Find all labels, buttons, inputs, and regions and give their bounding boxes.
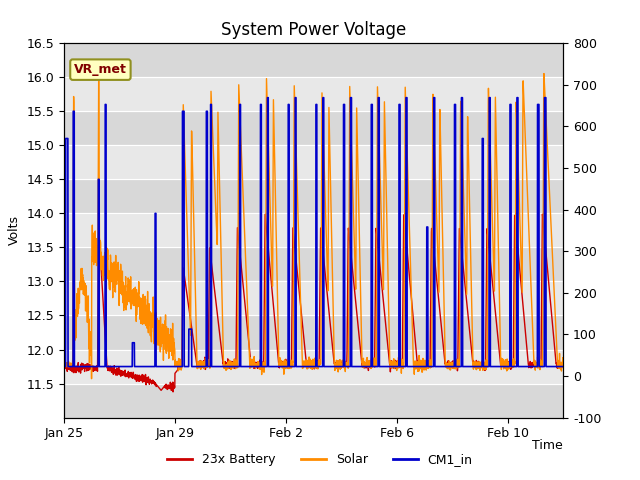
Y-axis label: Volts: Volts <box>8 216 21 245</box>
Text: VR_met: VR_met <box>74 63 127 76</box>
Bar <box>64 145 563 180</box>
Bar <box>64 349 563 384</box>
Bar <box>64 77 563 111</box>
Text: Time: Time <box>532 439 563 452</box>
Title: System Power Voltage: System Power Voltage <box>221 21 406 39</box>
Bar <box>64 281 563 315</box>
Legend: 23x Battery, Solar, CM1_in: 23x Battery, Solar, CM1_in <box>163 448 477 471</box>
Bar <box>64 214 563 247</box>
